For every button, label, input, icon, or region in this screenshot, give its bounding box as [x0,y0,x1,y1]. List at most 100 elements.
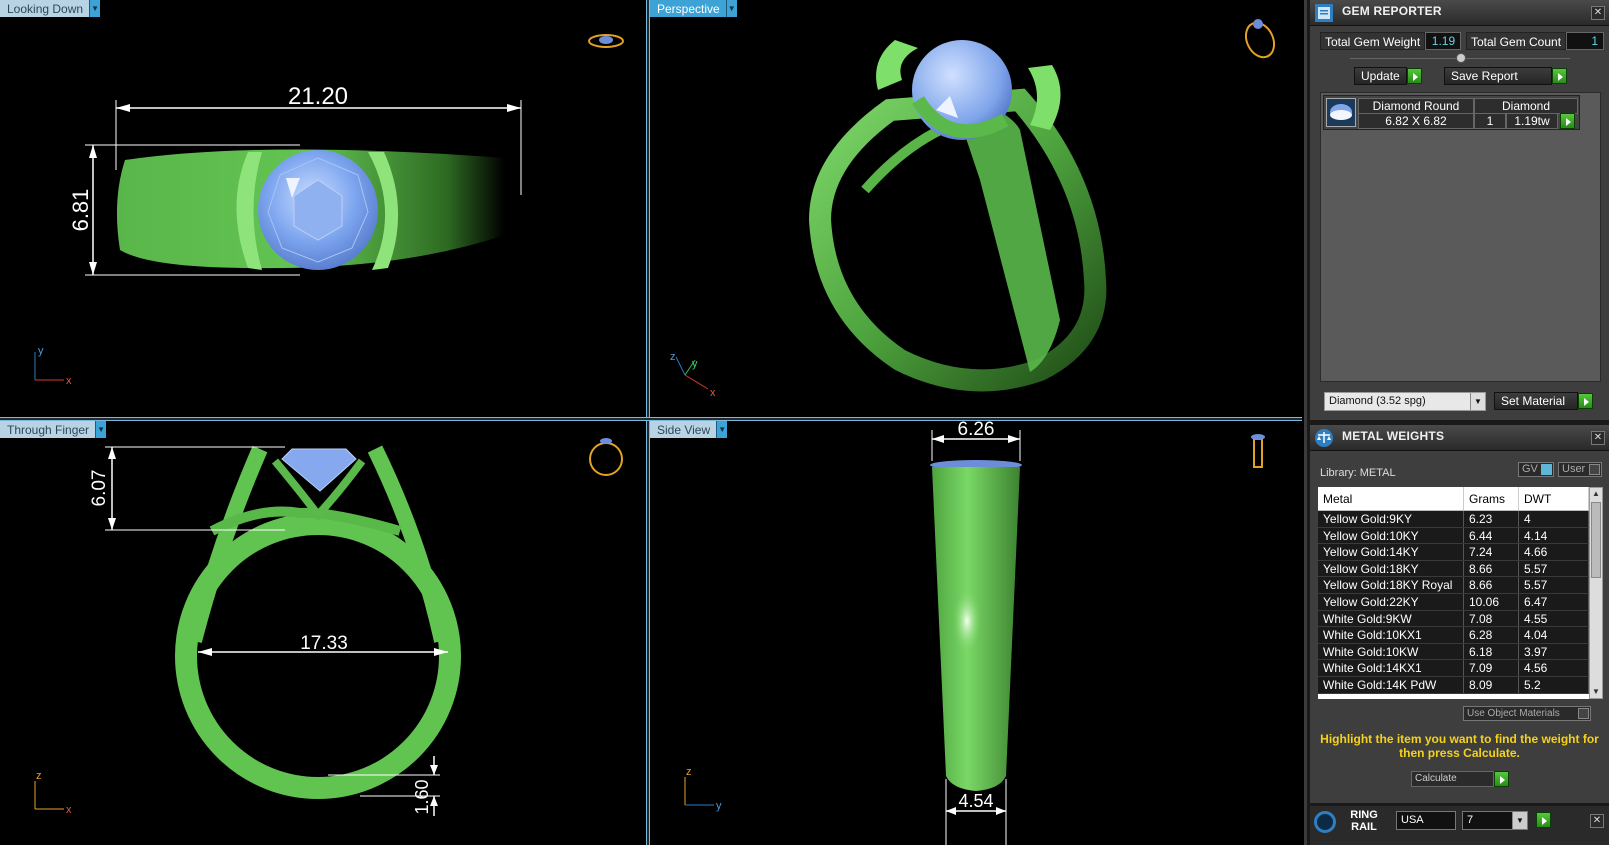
svg-text:x: x [710,387,716,399]
scroll-thumb[interactable] [1591,502,1601,578]
svg-text:y: y [38,345,44,357]
chevron-down-icon[interactable]: ▼ [725,0,737,17]
play-icon[interactable] [1494,771,1509,787]
splitter-handle[interactable] [1456,53,1466,63]
save-report-button[interactable]: Save Report [1444,67,1567,85]
viewport-divider-vertical[interactable] [646,0,650,845]
library-label: Library: METAL [1320,467,1396,479]
viewport-divider-horizontal[interactable] [0,417,1302,421]
column-header[interactable]: DWT [1519,487,1589,510]
viewport-through-finger[interactable]: Through Finger ▼ 6.07 17 [0,421,646,845]
table-cell: Yellow Gold:18KY Royal [1318,577,1464,593]
material-select[interactable]: Diamond (3.52 spg) ▼ [1324,392,1486,411]
ring-size-select[interactable]: 7 ▼ [1462,811,1528,830]
table-cell: Yellow Gold:10KY [1318,527,1464,544]
table-cell: Yellow Gold:22KY [1318,593,1464,610]
table-row[interactable]: Yellow Gold:14KY 7.24 4.66 [1318,544,1589,561]
table-row[interactable]: White Gold:9KW 7.08 4.55 [1318,610,1589,628]
table-row[interactable]: White Gold:14K PdW 8.09 5.2 [1318,676,1589,694]
table-row[interactable]: White Gold:14KX1 7.09 4.56 [1318,660,1589,677]
gv-toggle[interactable]: GV [1518,462,1554,477]
column-header[interactable]: Metal [1318,487,1464,510]
viewport-side-view[interactable]: Side View ▼ 6.26 [650,421,1302,845]
table-cell: 7.24 [1464,544,1519,560]
table-cell: 8.09 [1464,676,1519,693]
instruction-text: Highlight the item you want to find the … [1320,732,1599,760]
viewport-title: Perspective [650,0,726,17]
table-cell: 3.97 [1519,643,1589,660]
table-row[interactable]: Yellow Gold:10KY 6.44 4.14 [1318,527,1589,545]
toggle-switch[interactable] [1541,464,1552,475]
calculate-button[interactable]: Calculate [1411,771,1509,787]
play-icon[interactable] [1536,812,1551,828]
table-row[interactable]: Yellow Gold:18KY Royal 8.66 5.57 [1318,577,1589,594]
metal-table[interactable]: Metal Grams DWT Yellow Gold:9KY 6.23 4 Yell… [1318,487,1589,699]
gem-count: 1 [1474,113,1506,129]
play-icon[interactable] [1552,68,1567,84]
viewport-label-through-finger[interactable]: Through Finger ▼ [0,421,107,438]
chevron-down-icon[interactable]: ▼ [95,421,107,438]
table-cell: 6.44 [1464,527,1519,544]
use-object-materials-toggle[interactable]: Use Object Materials [1463,706,1591,721]
total-gem-count: Total Gem Count 1 [1466,32,1605,50]
play-icon[interactable] [1560,113,1575,129]
country-value: USA [1401,814,1424,826]
viewport-title: Side View [650,421,717,438]
table-cell: 6.28 [1464,627,1519,643]
table-cell: Yellow Gold:14KY [1318,544,1464,560]
table-cell: White Gold:9KW [1318,610,1464,627]
viewport-perspective[interactable]: Perspective ▼ z [650,0,1302,417]
chevron-down-icon[interactable]: ▼ [1512,812,1527,829]
chevron-down-icon[interactable]: ▼ [1470,393,1485,410]
set-material-button[interactable]: Set Material [1494,392,1593,410]
table-header: Metal Grams DWT [1318,487,1589,511]
svg-text:z: z [36,770,42,782]
chevron-down-icon[interactable]: ▼ [716,421,728,438]
chevron-down-icon[interactable]: ▼ [89,0,101,17]
scroll-up-icon[interactable]: ▲ [1592,489,1600,498]
update-label: Update [1354,67,1407,85]
column-header[interactable]: Grams [1464,487,1519,510]
viewport-label-side-view[interactable]: Side View ▼ [650,421,728,438]
gem-shape: Diamond Round [1358,98,1474,114]
looking-down-drawing: 21.20 6.81 y x [34,34,624,387]
table-cell: 4.66 [1519,544,1589,560]
list-item[interactable]: Diamond Round Diamond 6.82 X 6.82 1 1.19… [1323,95,1580,130]
viewport-label-looking-down[interactable]: Looking Down ▼ [0,0,101,17]
table-cell: 5.57 [1519,577,1589,593]
svg-text:y: y [692,358,698,370]
dim-thickness: 1.60 [412,779,432,814]
scroll-down-icon[interactable]: ▼ [1592,687,1600,696]
play-icon[interactable] [1406,68,1422,84]
toggle-switch[interactable] [1589,464,1600,475]
table-row[interactable]: White Gold:10KW 6.18 3.97 [1318,643,1589,661]
country-select[interactable]: USA [1396,811,1456,830]
metal-table-scrollbar[interactable]: ▲ ▼ [1589,487,1603,699]
table-cell: 5.57 [1519,560,1589,577]
play-icon[interactable] [1578,393,1593,409]
table-row[interactable]: Yellow Gold:22KY 10.06 6.47 [1318,593,1589,611]
table-cell: 6.18 [1464,643,1519,660]
svg-text:y: y [716,800,722,812]
table-row[interactable]: White Gold:10KX1 6.28 4.04 [1318,627,1589,644]
table-cell: 4.56 [1519,660,1589,676]
gem-reporter-header: GEM REPORTER ✕ [1310,0,1609,26]
gem-thumbnail [1326,98,1356,127]
table-row[interactable]: Yellow Gold:9KY 6.23 4 [1318,511,1589,528]
table-row[interactable]: Yellow Gold:18KY 8.66 5.57 [1318,560,1589,578]
user-toggle[interactable]: User [1558,462,1602,477]
metal-weights-title: METAL WEIGHTS [1342,429,1445,443]
ring-icon [1314,811,1336,833]
toggle-switch[interactable] [1578,708,1589,719]
total-gem-weight-value: 1.19 [1425,32,1462,50]
material-select-value: Diamond (3.52 spg) [1329,395,1426,407]
gem-list[interactable]: Diamond Round Diamond 6.82 X 6.82 1 1.19… [1320,92,1601,382]
close-icon[interactable]: ✕ [1590,814,1604,828]
viewport-label-perspective[interactable]: Perspective ▼ [650,0,737,17]
close-icon[interactable]: ✕ [1591,6,1605,20]
viewport-looking-down[interactable]: Looking Down ▼ [0,0,646,417]
total-gem-count-value: 1 [1566,32,1605,50]
use-object-materials-label: Use Object Materials [1467,708,1560,719]
close-icon[interactable]: ✕ [1591,431,1605,445]
update-button[interactable]: Update [1354,67,1422,85]
